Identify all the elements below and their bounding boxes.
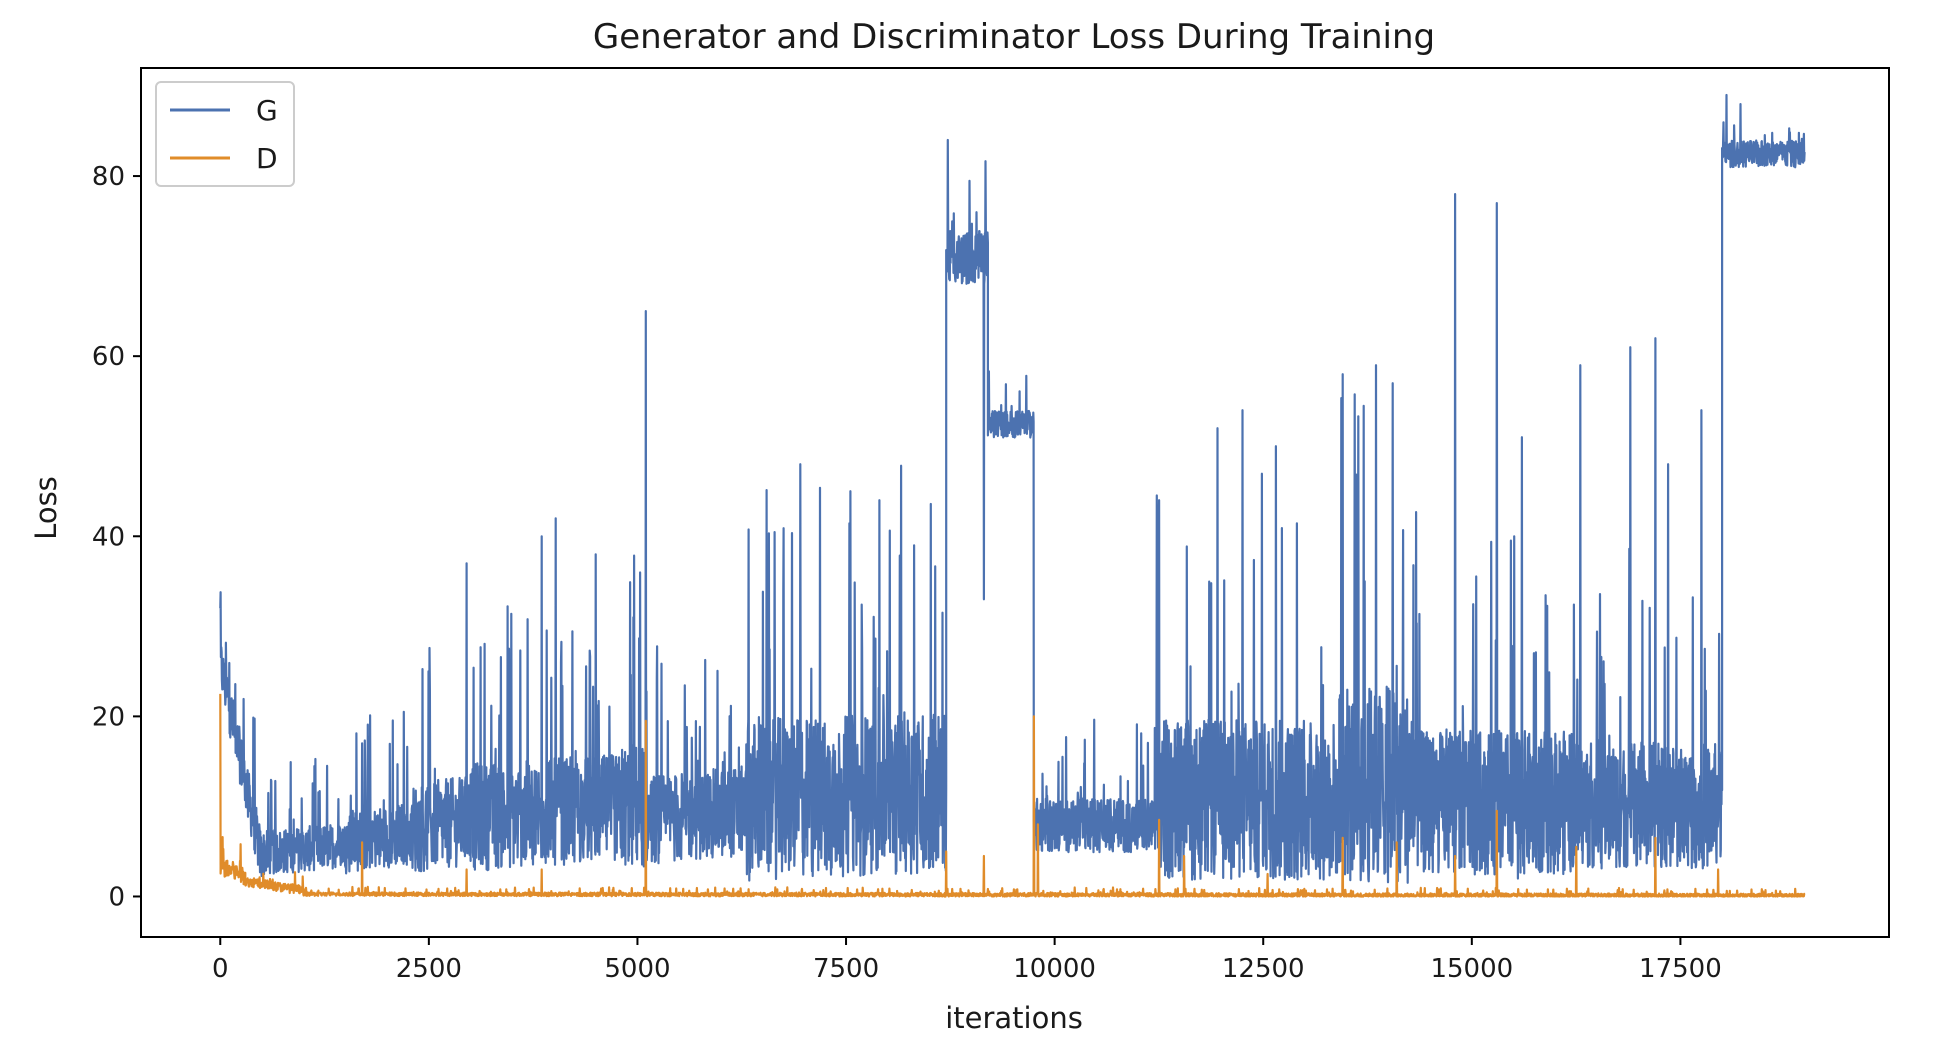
y-tick-label: 80 (92, 162, 125, 192)
plot-frame (140, 67, 1890, 938)
y-tick-label: 0 (108, 882, 125, 912)
x-tick-label: 7500 (813, 954, 879, 984)
x-tick-label: 0 (212, 954, 229, 984)
x-tick-label: 5000 (604, 954, 670, 984)
y-tick-label: 60 (92, 342, 125, 372)
y-tick-label: 40 (92, 522, 125, 552)
y-tick-label: 20 (92, 702, 125, 732)
x-tick-label: 12500 (1222, 954, 1305, 984)
x-axis-ticks: 0 2500 5000 7500 10000 12500 15000 17500 (212, 937, 1722, 984)
chart-title: Generator and Discriminator Loss During … (593, 17, 1435, 57)
x-tick-label: 17500 (1639, 954, 1722, 984)
legend-label-g: G (256, 94, 278, 127)
series-line-g (219, 93, 1806, 884)
x-axis-label: iterations (945, 1001, 1083, 1035)
legend: GD (155, 81, 295, 187)
series-line-d (219, 693, 1806, 898)
y-axis-ticks: 0 20 40 60 80 (92, 162, 141, 912)
legend-box (155, 81, 295, 187)
y-axis-label: Loss (29, 476, 63, 540)
x-tick-label: 10000 (1013, 954, 1096, 984)
series-layer (219, 93, 1806, 898)
x-tick-label: 15000 (1430, 954, 1513, 984)
legend-label-d: D (256, 142, 278, 175)
x-tick-label: 2500 (396, 954, 462, 984)
